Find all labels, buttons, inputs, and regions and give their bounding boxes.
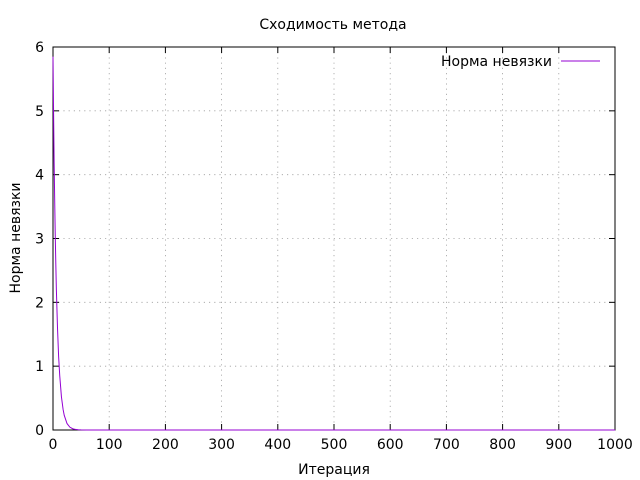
y-axis-label: Норма невязки xyxy=(8,182,24,293)
y-tick-label: 3 xyxy=(35,232,44,248)
grid xyxy=(53,47,615,430)
y-tick-label: 0 xyxy=(35,423,44,439)
x-tick-label: 900 xyxy=(545,437,572,453)
chart-title: Сходимость метода xyxy=(259,17,406,33)
x-tick-label: 100 xyxy=(96,437,123,453)
axis-ticks: 0 100 200 300 400 500 600 700 800 900 1000 0 1 2 3 4 5 6 xyxy=(35,40,633,453)
x-tick-label: 800 xyxy=(489,437,516,453)
y-tick-label: 6 xyxy=(35,40,44,56)
x-tick-label: 600 xyxy=(377,437,404,453)
x-tick-label: 500 xyxy=(321,437,348,453)
x-tick-label: 400 xyxy=(264,437,291,453)
x-tick-label: 0 xyxy=(49,437,58,453)
legend: Норма невязки xyxy=(441,54,600,70)
x-tick-label: 700 xyxy=(433,437,460,453)
y-tick-label: 1 xyxy=(35,359,44,375)
y-tick-label: 4 xyxy=(35,168,44,184)
series-layer xyxy=(52,56,615,431)
x-tick-label: 300 xyxy=(208,437,235,453)
x-tick-label: 1000 xyxy=(597,437,633,453)
x-tick-label: 200 xyxy=(152,437,179,453)
x-axis-label: Итерация xyxy=(298,462,370,478)
legend-label: Норма невязки xyxy=(441,54,552,70)
y-tick-label: 2 xyxy=(35,295,44,311)
y-tick-label: 5 xyxy=(35,104,44,120)
series-line xyxy=(52,56,615,431)
